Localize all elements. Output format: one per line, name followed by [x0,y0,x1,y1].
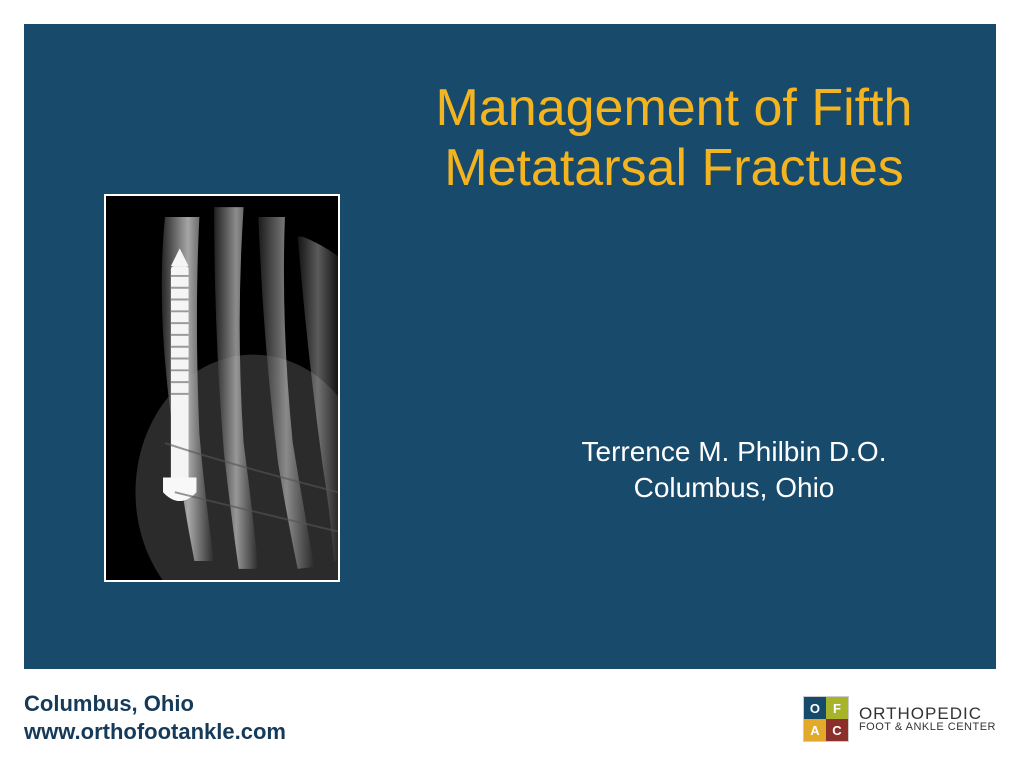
logo-text-line2: FOOT & ANKLE CENTER [859,722,996,733]
author-name: Terrence M. Philbin D.O. [504,434,964,470]
author-block: Terrence M. Philbin D.O. Columbus, Ohio [504,434,964,507]
logo-quadrant-c: C [826,719,848,741]
logo-quadrant-a: A [804,719,826,741]
logo-quadrant-f: F [826,697,848,719]
logo-quadrant-o: O [804,697,826,719]
logo-text-line1: ORTHOPEDIC [859,705,996,722]
footer-left: Columbus, Ohio www.orthofootankle.com [24,690,286,745]
logo-mark: O F A C [803,696,849,742]
title-line-1: Management of Fifth [364,79,984,139]
footer-logo-block: O F A C ORTHOPEDIC FOOT & ANKLE CENTER [803,696,996,742]
title-line-2: Metatarsal Fractues [364,139,984,199]
footer-location: Columbus, Ohio [24,690,286,718]
footer-url: www.orthofootankle.com [24,718,286,746]
logo-text: ORTHOPEDIC FOOT & ANKLE CENTER [859,705,996,733]
xray-image [104,194,340,582]
slide-frame: Management of Fifth Metatarsal Fractues … [24,24,996,669]
slide-title: Management of Fifth Metatarsal Fractues [364,79,984,199]
xray-svg [106,196,338,580]
author-location: Columbus, Ohio [504,470,964,506]
